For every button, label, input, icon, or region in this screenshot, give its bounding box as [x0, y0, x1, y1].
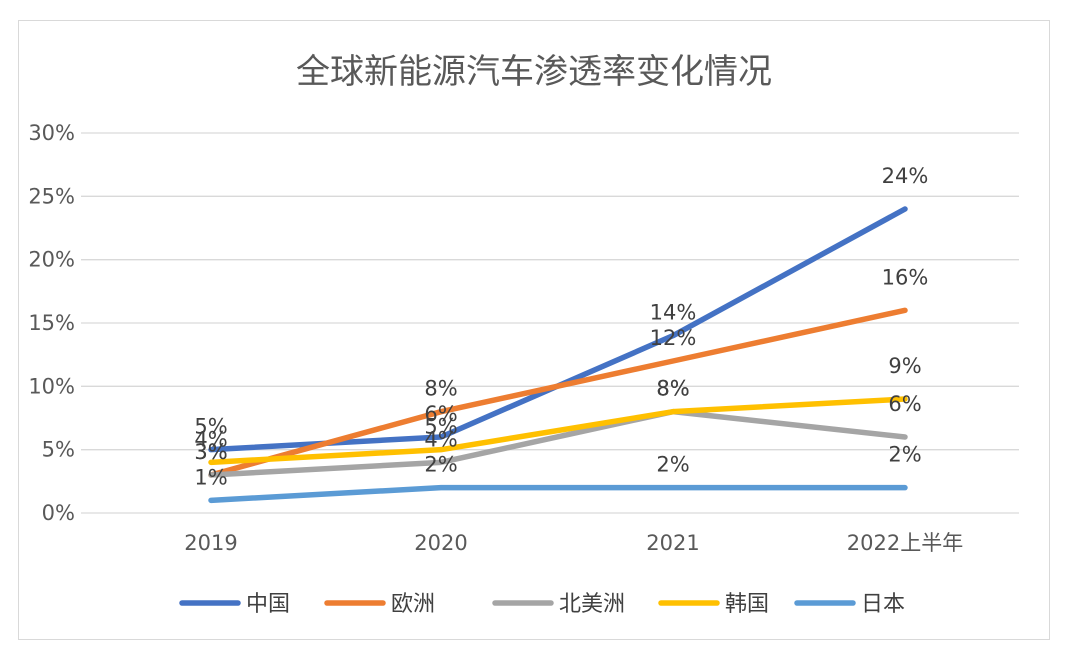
y-tick-label: 20% — [28, 248, 75, 272]
data-label: 8% — [424, 377, 457, 401]
data-label: 14% — [650, 301, 697, 325]
line-chart: 全球新能源汽车渗透率变化情况 0%5%10%15%20%25%30% 2019 2… — [28, 52, 1019, 617]
x-tick-label: 2020 — [414, 531, 467, 555]
y-tick-label: 10% — [28, 374, 75, 398]
data-label: 12% — [650, 326, 697, 350]
data-label: 24% — [882, 164, 929, 188]
chart-frame: 全球新能源汽车渗透率变化情况 0% 5% 10% 15% 20% 25% 30% 2019 2… — [18, 20, 1050, 640]
x-tick-label: 2021 — [646, 531, 699, 555]
series-line-4 — [208, 484, 908, 504]
legend-label: 日本 — [861, 592, 905, 617]
y-tick-label: 25% — [28, 184, 75, 208]
data-label: 2% — [656, 453, 689, 477]
data-label: 9% — [888, 354, 921, 378]
series-line-3 — [208, 396, 908, 466]
data-label: 2% — [888, 443, 921, 467]
data-label: 5% — [424, 415, 457, 439]
series-line-2 — [208, 408, 908, 478]
legend: 中国 欧洲 北美洲 韩国 日本 — [179, 592, 905, 617]
y-tick-label: 0% — [42, 501, 75, 525]
data-label: 4% — [424, 427, 457, 451]
data-label: 16% — [882, 265, 929, 289]
series-lines — [208, 206, 908, 504]
series-line-1 — [208, 307, 908, 478]
data-label: 6% — [424, 402, 457, 426]
data-label: 5% — [194, 415, 227, 439]
y-axis-ticks: 0% 5% 10% 15% 20% 25% 30% — [28, 121, 75, 525]
data-label: 4% — [194, 427, 227, 451]
data-label: 2% — [424, 453, 457, 477]
x-tick-label: 2022上半年 — [847, 531, 963, 555]
chart-title: 全球新能源汽车渗透率变化情况 — [296, 52, 772, 92]
legend-label: 欧洲 — [391, 592, 435, 617]
data-label: 3% — [194, 440, 227, 464]
data-label: 3% — [194, 440, 227, 464]
y-tick-label: 30% — [28, 121, 75, 145]
data-labels: 5%6%14%24%3%8%12%16%3%4%8%6%4%5%8%9%1%2%… — [194, 164, 928, 489]
series-line-0 — [208, 206, 908, 453]
y-tick-label: 15% — [28, 311, 75, 335]
data-label: 8% — [656, 377, 689, 401]
x-tick-label: 2019 — [184, 531, 237, 555]
data-label: 1% — [194, 465, 227, 489]
data-label: 8% — [656, 377, 689, 401]
data-label: 6% — [888, 392, 921, 416]
legend-label: 北美洲 — [559, 592, 625, 617]
y-tick-label: 5% — [42, 438, 75, 462]
x-axis-ticks: 2019 2020 2021 2022上半年 — [184, 531, 963, 555]
legend-label: 韩国 — [725, 592, 769, 617]
legend-label: 中国 — [246, 592, 290, 617]
